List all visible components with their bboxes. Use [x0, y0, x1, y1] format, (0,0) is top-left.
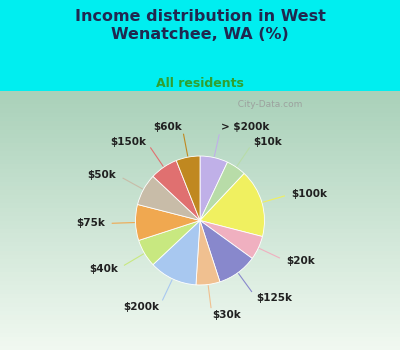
Bar [0, 264, 400, 268]
Bar [0, 117, 400, 121]
Bar [0, 177, 400, 182]
Bar [0, 190, 400, 195]
Bar [0, 333, 400, 337]
Bar [0, 259, 400, 264]
Bar [0, 121, 400, 126]
Bar [0, 302, 400, 307]
Wedge shape [196, 220, 220, 285]
Text: Income distribution in West
Wenatchee, WA (%): Income distribution in West Wenatchee, W… [74, 9, 326, 42]
Bar [0, 307, 400, 311]
Bar [0, 139, 400, 143]
Bar [0, 113, 400, 117]
Bar [0, 104, 400, 108]
Wedge shape [153, 220, 200, 285]
Bar [0, 195, 400, 199]
Bar [0, 220, 400, 225]
Bar [0, 238, 400, 242]
Bar [0, 152, 400, 156]
Bar [0, 346, 400, 350]
Text: > $200k: > $200k [221, 122, 269, 132]
Wedge shape [200, 174, 264, 237]
Bar [0, 229, 400, 233]
Bar [0, 233, 400, 238]
Bar [0, 182, 400, 186]
Bar [0, 251, 400, 255]
Text: $30k: $30k [212, 310, 241, 320]
Text: $10k: $10k [254, 136, 282, 147]
Wedge shape [200, 156, 228, 220]
Bar [0, 311, 400, 315]
Bar [0, 255, 400, 259]
Bar [0, 164, 400, 169]
Wedge shape [139, 220, 200, 265]
Text: All residents: All residents [156, 77, 244, 90]
Bar [0, 285, 400, 289]
Bar [0, 268, 400, 272]
Text: $20k: $20k [286, 256, 315, 266]
Bar [0, 341, 400, 346]
Text: $200k: $200k [123, 302, 159, 312]
Text: City-Data.com: City-Data.com [232, 100, 302, 109]
Bar [0, 203, 400, 208]
Bar [0, 289, 400, 294]
Bar [0, 108, 400, 113]
Text: $75k: $75k [76, 218, 105, 229]
Wedge shape [153, 161, 200, 220]
Bar [0, 134, 400, 139]
Bar [0, 100, 400, 104]
Bar [0, 186, 400, 190]
Bar [0, 95, 400, 100]
Bar [0, 199, 400, 203]
Wedge shape [200, 220, 252, 282]
Bar [0, 160, 400, 164]
Bar [0, 126, 400, 130]
Bar [0, 298, 400, 302]
Wedge shape [200, 162, 244, 220]
Bar [0, 147, 400, 152]
Bar [0, 328, 400, 333]
Text: $100k: $100k [292, 189, 328, 199]
Bar [0, 294, 400, 298]
Wedge shape [176, 156, 200, 220]
Bar [0, 156, 400, 160]
Text: $150k: $150k [110, 136, 146, 147]
Text: $125k: $125k [256, 293, 292, 303]
Bar [0, 91, 400, 95]
Bar [0, 246, 400, 251]
Bar [0, 173, 400, 177]
Text: $40k: $40k [89, 264, 118, 274]
Bar [0, 225, 400, 229]
Bar [0, 208, 400, 212]
Bar [0, 276, 400, 281]
Bar [0, 216, 400, 221]
Bar [0, 212, 400, 216]
Bar [0, 337, 400, 341]
Bar [0, 281, 400, 285]
Wedge shape [136, 204, 200, 240]
Bar [0, 143, 400, 147]
Text: $60k: $60k [153, 122, 182, 132]
Bar [0, 272, 400, 276]
Bar [0, 130, 400, 134]
Wedge shape [200, 220, 262, 258]
Bar [0, 315, 400, 320]
Wedge shape [138, 176, 200, 220]
Text: $50k: $50k [88, 169, 116, 180]
Bar [0, 169, 400, 173]
Bar [0, 320, 400, 324]
Bar [0, 324, 400, 328]
Bar [0, 242, 400, 246]
